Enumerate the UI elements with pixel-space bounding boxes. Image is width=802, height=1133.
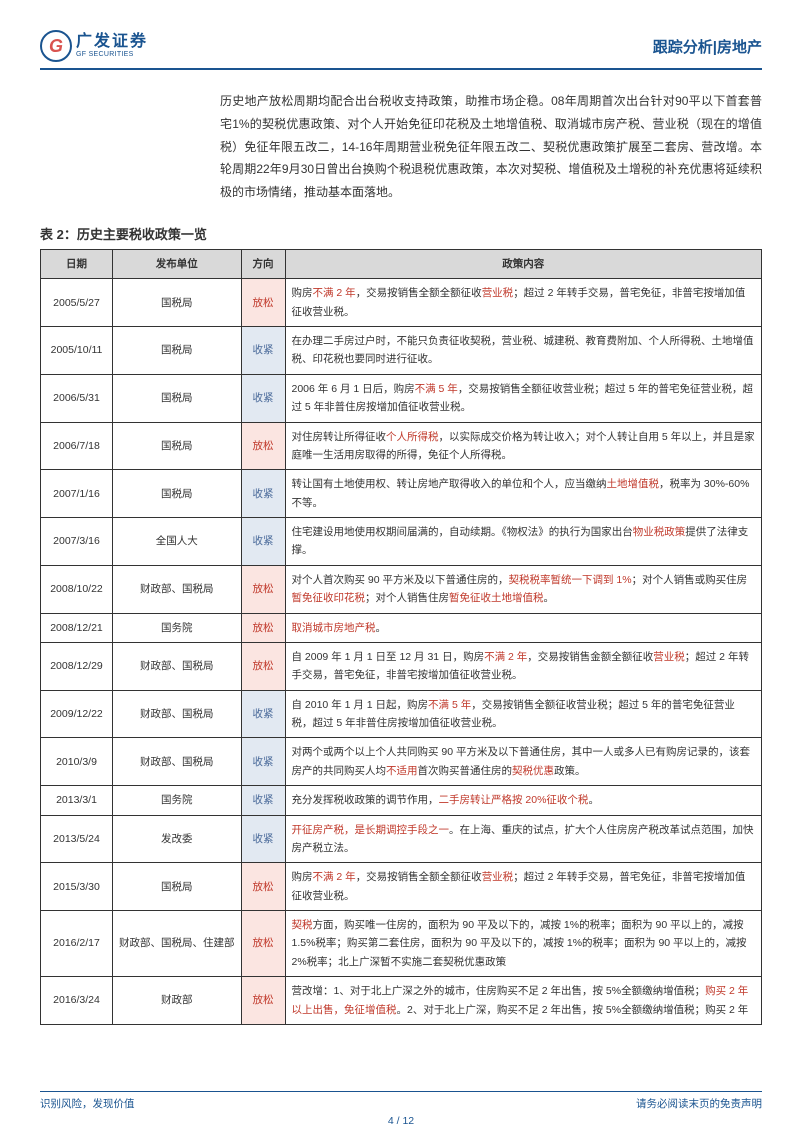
intro-paragraph: 历史地产放松周期均配合出台税收支持政策，助推市场企稳。08年周期首次出台针对90… <box>220 90 762 204</box>
cell-content: 充分发挥税收政策的调节作用，二手房转让严格按 20%征收个税。 <box>285 786 762 815</box>
cell-issuer: 财政部、国税局 <box>113 690 242 738</box>
col-date: 日期 <box>41 249 113 278</box>
cell-content: 营改增：1、对于北上广深之外的城市，住房购买不足 2 年出售，按 5%全额缴纳增… <box>285 977 762 1025</box>
table-row: 2008/12/21国务院放松取消城市房地产税。 <box>41 613 762 642</box>
cell-direction: 放松 <box>241 977 285 1025</box>
cell-issuer: 国务院 <box>113 613 242 642</box>
cell-content: 对个人首次购买 90 平方米及以下普通住房的，契税税率暂统一下调到 1%；对个人… <box>285 565 762 613</box>
table-row: 2007/3/16全国人大收紧住宅建设用地使用权期间届满的，自动续期。《物权法》… <box>41 518 762 566</box>
cell-direction: 放松 <box>241 642 285 690</box>
cell-content: 购房不满 2 年，交易按销售全额全额征收营业税；超过 2 年转手交易，普宅免征，… <box>285 863 762 911</box>
cell-content: 对两个或两个以上个人共同购买 90 平方米及以下普通住房，其中一人或多人已有购房… <box>285 738 762 786</box>
logo-mark: G <box>40 30 72 62</box>
brand-logo: G 广发证券 GF SECURITIES <box>40 30 148 62</box>
col-content: 政策内容 <box>285 249 762 278</box>
cell-issuer: 国税局 <box>113 863 242 911</box>
doc-category: 跟踪分析|房地产 <box>653 36 762 57</box>
table-row: 2005/5/27国税局放松购房不满 2 年，交易按销售全额全额征收营业税；超过… <box>41 279 762 327</box>
cell-content: 2006 年 6 月 1 日后，购房不满 5 年，交易按销售全额征收营业税；超过… <box>285 374 762 422</box>
logo-cn: 广发证券 <box>76 33 148 51</box>
cell-date: 2008/10/22 <box>41 565 113 613</box>
cell-date: 2010/3/9 <box>41 738 113 786</box>
cell-date: 2016/3/24 <box>41 977 113 1025</box>
cell-issuer: 国税局 <box>113 374 242 422</box>
cell-issuer: 国务院 <box>113 786 242 815</box>
cell-issuer: 国税局 <box>113 470 242 518</box>
page-footer: 识别风险，发现价值 请务必阅读末页的免责声明 <box>40 1091 762 1111</box>
cell-direction: 放松 <box>241 422 285 470</box>
cell-date: 2005/10/11 <box>41 327 113 375</box>
cell-date: 2016/2/17 <box>41 911 113 977</box>
cell-direction: 收紧 <box>241 470 285 518</box>
table-row: 2016/2/17财政部、国税局、住建部放松契税方面，购买唯一住房的，面积为 9… <box>41 911 762 977</box>
cell-date: 2009/12/22 <box>41 690 113 738</box>
cell-content: 契税方面，购买唯一住房的，面积为 90 平及以下的，减按 1%的税率；面积为 9… <box>285 911 762 977</box>
cell-date: 2006/5/31 <box>41 374 113 422</box>
cell-direction: 放松 <box>241 565 285 613</box>
cell-issuer: 全国人大 <box>113 518 242 566</box>
col-issuer: 发布单位 <box>113 249 242 278</box>
table-row: 2007/1/16国税局收紧转让国有土地使用权、转让房地产取得收入的单位和个人，… <box>41 470 762 518</box>
cell-direction: 收紧 <box>241 374 285 422</box>
cell-issuer: 财政部、国税局、住建部 <box>113 911 242 977</box>
table-row: 2015/3/30国税局放松购房不满 2 年，交易按销售全额全额征收营业税；超过… <box>41 863 762 911</box>
cell-content: 转让国有土地使用权、转让房地产取得收入的单位和个人，应当缴纳土地增值税，税率为 … <box>285 470 762 518</box>
cell-date: 2008/12/21 <box>41 613 113 642</box>
cell-content: 自 2010 年 1 月 1 日起，购房不满 5 年，交易按销售全额征收营业税；… <box>285 690 762 738</box>
cell-issuer: 国税局 <box>113 422 242 470</box>
cell-date: 2007/1/16 <box>41 470 113 518</box>
cell-content: 在办理二手房过户时，不能只负责征收契税，营业税、城建税、教育费附加、个人所得税、… <box>285 327 762 375</box>
cell-direction: 收紧 <box>241 518 285 566</box>
policy-table: 日期 发布单位 方向 政策内容 2005/5/27国税局放松购房不满 2 年，交… <box>40 249 762 1025</box>
cell-content: 开征房产税，是长期调控手段之一。在上海、重庆的试点，扩大个人住房房产税改革试点范… <box>285 815 762 863</box>
cell-direction: 放松 <box>241 863 285 911</box>
table-row: 2013/5/24发改委收紧开征房产税，是长期调控手段之一。在上海、重庆的试点，… <box>41 815 762 863</box>
col-direction: 方向 <box>241 249 285 278</box>
cell-direction: 放松 <box>241 279 285 327</box>
page-header: G 广发证券 GF SECURITIES 跟踪分析|房地产 <box>40 30 762 70</box>
table-row: 2005/10/11国税局收紧在办理二手房过户时，不能只负责征收契税，营业税、城… <box>41 327 762 375</box>
cell-issuer: 财政部、国税局 <box>113 565 242 613</box>
table-row: 2013/3/1国务院收紧充分发挥税收政策的调节作用，二手房转让严格按 20%征… <box>41 786 762 815</box>
footer-right: 请务必阅读末页的免责声明 <box>636 1096 762 1111</box>
logo-en: GF SECURITIES <box>76 51 148 59</box>
table-row: 2016/3/24财政部放松营改增：1、对于北上广深之外的城市，住房购买不足 2… <box>41 977 762 1025</box>
footer-left: 识别风险，发现价值 <box>40 1096 135 1111</box>
cell-issuer: 财政部 <box>113 977 242 1025</box>
cell-content: 对住房转让所得征收个人所得税，以实际成交价格为转让收入；对个人转让自用 5 年以… <box>285 422 762 470</box>
cell-content: 购房不满 2 年，交易按销售全额全额征收营业税；超过 2 年转手交易，普宅免征，… <box>285 279 762 327</box>
cell-direction: 放松 <box>241 613 285 642</box>
cell-date: 2013/5/24 <box>41 815 113 863</box>
table-title: 表 2：历史主要税收政策一览 <box>40 224 762 243</box>
cell-date: 2008/12/29 <box>41 642 113 690</box>
cell-content: 取消城市房地产税。 <box>285 613 762 642</box>
cell-date: 2015/3/30 <box>41 863 113 911</box>
cell-content: 自 2009 年 1 月 1 日至 12 月 31 日，购房不满 2 年，交易按… <box>285 642 762 690</box>
table-row: 2008/10/22财政部、国税局放松对个人首次购买 90 平方米及以下普通住房… <box>41 565 762 613</box>
table-row: 2009/12/22财政部、国税局收紧自 2010 年 1 月 1 日起，购房不… <box>41 690 762 738</box>
cell-direction: 放松 <box>241 911 285 977</box>
cell-issuer: 国税局 <box>113 279 242 327</box>
cell-direction: 收紧 <box>241 690 285 738</box>
cell-direction: 收紧 <box>241 815 285 863</box>
cell-content: 住宅建设用地使用权期间届满的，自动续期。《物权法》的执行为国家出台物业税政策提供… <box>285 518 762 566</box>
page-number: 4 / 12 <box>0 1115 802 1127</box>
cell-date: 2005/5/27 <box>41 279 113 327</box>
cell-date: 2013/3/1 <box>41 786 113 815</box>
cell-issuer: 国税局 <box>113 327 242 375</box>
cell-direction: 收紧 <box>241 786 285 815</box>
cell-direction: 收紧 <box>241 327 285 375</box>
cell-date: 2007/3/16 <box>41 518 113 566</box>
table-row: 2006/5/31国税局收紧2006 年 6 月 1 日后，购房不满 5 年，交… <box>41 374 762 422</box>
cell-issuer: 财政部、国税局 <box>113 642 242 690</box>
table-row: 2008/12/29财政部、国税局放松自 2009 年 1 月 1 日至 12 … <box>41 642 762 690</box>
table-row: 2010/3/9财政部、国税局收紧对两个或两个以上个人共同购买 90 平方米及以… <box>41 738 762 786</box>
cell-direction: 收紧 <box>241 738 285 786</box>
table-row: 2006/7/18国税局放松对住房转让所得征收个人所得税，以实际成交价格为转让收… <box>41 422 762 470</box>
cell-date: 2006/7/18 <box>41 422 113 470</box>
cell-issuer: 财政部、国税局 <box>113 738 242 786</box>
cell-issuer: 发改委 <box>113 815 242 863</box>
